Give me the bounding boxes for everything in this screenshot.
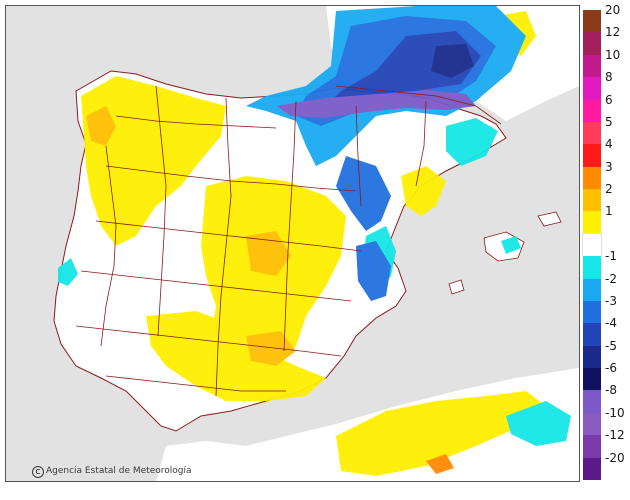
anomaly-minus5-north bbox=[431, 44, 474, 78]
anomaly-minus1-africa bbox=[506, 401, 571, 446]
legend-label: 3 bbox=[605, 159, 613, 174]
anomaly-plus2-south bbox=[246, 331, 296, 366]
credit-text: Agencia Estatal de Meteorología bbox=[46, 466, 192, 476]
legend-label: -12 bbox=[605, 428, 625, 443]
legend-label: 5 bbox=[605, 114, 613, 129]
legend-swatch bbox=[583, 121, 601, 145]
legend-swatch bbox=[582, 232, 602, 258]
anomaly-map bbox=[5, 5, 580, 482]
legend-swatch bbox=[583, 77, 601, 100]
legend-swatch bbox=[583, 435, 601, 458]
legend-swatch bbox=[583, 32, 601, 55]
anomaly-plus2-center bbox=[246, 231, 291, 276]
legend-swatch bbox=[583, 323, 601, 346]
legend-label: -2 bbox=[605, 271, 617, 286]
aemet-watermark: aemet bbox=[495, 455, 551, 473]
legend-swatch bbox=[583, 256, 601, 279]
legend-label: -10 bbox=[605, 405, 625, 420]
legend-swatch bbox=[583, 211, 601, 234]
anomaly-plus1-south bbox=[146, 311, 326, 401]
province-borders bbox=[75, 85, 502, 397]
anomaly-minus1-catalonia bbox=[446, 118, 498, 166]
anomaly-minus3-east bbox=[336, 156, 391, 231]
anomaly-minus8-band bbox=[276, 90, 476, 118]
legend-swatch bbox=[583, 457, 601, 480]
legend-label: 1 bbox=[605, 204, 613, 219]
anomaly-plus1-africa bbox=[336, 391, 546, 476]
legend-label: 8 bbox=[605, 70, 613, 85]
legend-swatch bbox=[583, 144, 601, 167]
legend-swatch bbox=[583, 99, 601, 122]
legend-swatch bbox=[583, 189, 601, 212]
legend-label: -8 bbox=[605, 383, 617, 398]
legend-label: 10 bbox=[605, 47, 621, 62]
legend-swatch bbox=[583, 54, 601, 78]
copyright-icon: C bbox=[32, 466, 44, 478]
menorca-island bbox=[537, 211, 562, 227]
map-canvas bbox=[53, 6, 579, 481]
legend-label: -20 bbox=[605, 450, 625, 465]
legend-label: -6 bbox=[605, 361, 617, 376]
anomaly-plus1-center bbox=[201, 176, 346, 376]
anomaly-minus1-portugal bbox=[58, 258, 78, 286]
legend-swatch bbox=[583, 345, 601, 369]
color-legend: 20 12 10 8 6 5 4 3 2 1 -1 -2 -3 -4 -5 -6 -8 -10 -12 -20 bbox=[582, 4, 630, 480]
legend-swatch bbox=[583, 166, 601, 190]
anomaly-layer bbox=[58, 6, 571, 476]
legend-label: 2 bbox=[605, 182, 613, 197]
legend-label: -3 bbox=[605, 293, 617, 308]
legend-label: -4 bbox=[605, 316, 617, 331]
legend-label: 6 bbox=[605, 92, 613, 107]
anomaly-plus3-africa bbox=[426, 454, 454, 474]
legend-label: -1 bbox=[605, 249, 617, 264]
legend-label: -5 bbox=[605, 338, 617, 353]
legend-swatch bbox=[583, 10, 601, 33]
anomaly-plus1-west bbox=[81, 76, 226, 246]
legend-swatch bbox=[583, 412, 601, 436]
legend-swatch bbox=[583, 390, 601, 413]
legend-swatch bbox=[583, 300, 601, 324]
legend-swatch bbox=[583, 278, 601, 301]
anomaly-plus2-galicia bbox=[86, 106, 116, 146]
ibiza-island bbox=[448, 279, 465, 295]
anomaly-plus1-east bbox=[401, 166, 446, 216]
legend-label: 4 bbox=[605, 137, 613, 152]
anomaly-minus3-valencia bbox=[356, 241, 391, 301]
anomaly-minus1-mallorca bbox=[501, 236, 521, 254]
legend-label: 20 bbox=[605, 3, 621, 17]
legend-swatch bbox=[583, 368, 601, 391]
legend-label: 12 bbox=[605, 25, 621, 40]
